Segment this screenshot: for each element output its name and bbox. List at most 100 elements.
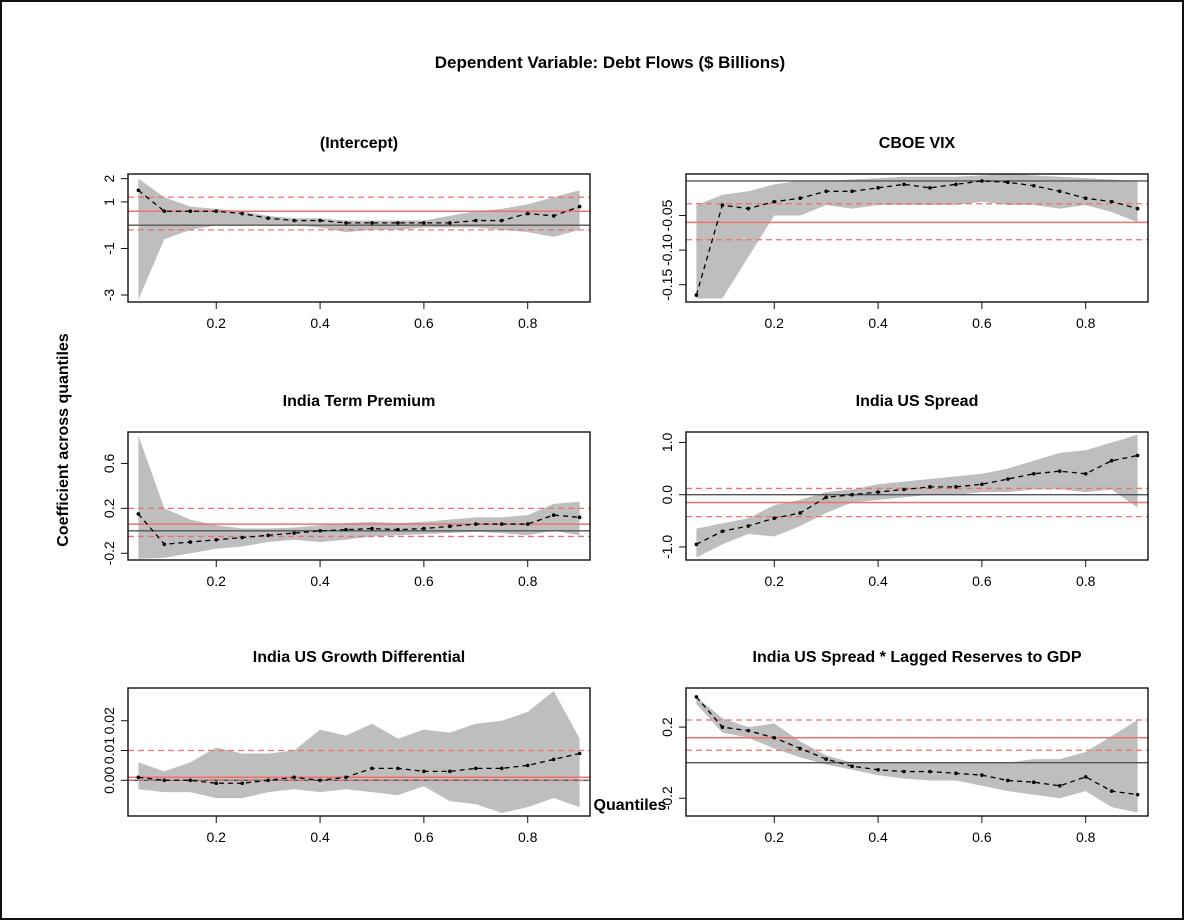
y-tick-label: 0.00 [101, 766, 117, 793]
x-tick-label: 0.6 [414, 315, 434, 331]
quantile-estimate-point [214, 537, 219, 542]
quantile-estimate-point [473, 522, 478, 526]
x-tick-label: 0.6 [972, 829, 992, 845]
x-tick-label: 0.4 [310, 315, 330, 331]
quantile-estimate-point [824, 495, 828, 500]
quantile-estimate-point [954, 771, 958, 776]
panel-title: India Term Premium [283, 393, 436, 410]
panel-6: India US Spread * Lagged Reserves to GDP… [659, 649, 1149, 845]
quantile-estimate-point [499, 218, 504, 223]
quantile-estimate-point [772, 735, 777, 740]
plot-area [686, 174, 1148, 299]
y-tick-label: 0.2 [659, 717, 675, 737]
quantile-estimate-line [138, 752, 580, 784]
quantile-estimate-point [162, 778, 167, 783]
quantile-estimate-point [1135, 792, 1140, 797]
quantile-estimate-point [876, 767, 880, 772]
quantile-estimate-point [422, 769, 426, 774]
quantile-estimate-point [1057, 469, 1062, 473]
quantile-estimate-point [266, 216, 270, 221]
panel-title: India US Spread * Lagged Reserves to GDP [753, 649, 1082, 666]
confidence-band [696, 434, 1138, 558]
panel-1: (Intercept) 0.2 0.4 0.6 0.8 2 1 -1 -3 [101, 135, 591, 331]
quantile-estimate-point [772, 199, 777, 204]
quantile-estimate-point [344, 775, 348, 780]
x-tick-label: 0.4 [310, 829, 330, 845]
quantile-estimate-point [798, 196, 803, 201]
y-tick-label: 0.02 [101, 707, 117, 734]
y-tick-label: 1.0 [659, 433, 675, 453]
panel-3: India Term Premium 0.2 0.4 0.6 0.8 0.6 0.2 -0.2 [101, 393, 591, 589]
quantile-estimate-point [422, 526, 426, 531]
quantile-estimate-point [1109, 789, 1114, 793]
panel-title: CBOE VIX [879, 135, 956, 152]
quantile-estimate-point [876, 490, 880, 494]
quantile-estimate-point [1057, 783, 1062, 788]
quantile-estimate-point [694, 695, 699, 699]
quantile-estimate-point [344, 221, 348, 225]
quantile-estimate-point [422, 221, 426, 225]
quantile-estimate-point [448, 221, 452, 225]
quantile-estimate-point [746, 206, 751, 211]
y-tick-label: 2 [101, 175, 117, 183]
confidence-band [138, 435, 580, 559]
figure-title: Dependent Variable: Debt Flows ($ Billio… [435, 53, 785, 72]
quantile-estimate-line [695, 696, 1138, 796]
confidence-band [138, 690, 580, 814]
quantile-estimate-point [928, 186, 932, 190]
quantile-estimate-point [162, 209, 167, 214]
panel-frame [127, 431, 591, 561]
quantile-estimate-point [240, 781, 245, 786]
y-tick-label: -0.15 [659, 269, 675, 301]
quantile-estimate-point [525, 211, 530, 216]
quantile-estimate-line [696, 454, 1138, 545]
quantile-estimate-point [473, 218, 478, 223]
x-tick-label: 0.8 [518, 829, 538, 845]
y-tick-label: -1.0 [659, 535, 675, 559]
quantile-estimate-point [902, 769, 906, 774]
quantile-estimate-point [746, 728, 751, 733]
quantile-estimate-point [954, 485, 958, 489]
x-axis-title: Quantiles [594, 797, 667, 814]
quantile-estimate-point [525, 522, 530, 526]
y-tick-label: 0.01 [101, 737, 117, 764]
quantile-estimate-point [188, 540, 193, 544]
quantile-estimate-point [1135, 206, 1140, 211]
x-tick-label: 0.6 [414, 573, 434, 589]
x-tick-label: 0.2 [207, 829, 227, 845]
quantile-estimate-point [499, 766, 504, 771]
x-tick-label: 0.2 [765, 829, 785, 845]
quantile-estimate-point [525, 763, 530, 768]
quantile-estimate-point [551, 214, 556, 218]
panel-frame [127, 173, 591, 303]
quantile-estimate-point [720, 203, 725, 207]
quantile-estimate-point [499, 522, 504, 526]
quantile-estimate-point [1135, 453, 1140, 458]
quantile-estimate-point [980, 773, 984, 777]
y-tick-label: -0.10 [659, 234, 675, 266]
y-tick-label: 0.6 [101, 453, 117, 473]
x-tick-label: 0.4 [310, 573, 330, 589]
quantile-estimate-point [1031, 780, 1036, 785]
quantile-estimate-point [473, 766, 478, 771]
y-axis-title: Coefficient across quantiles [55, 333, 72, 546]
quantile-estimate-point [1083, 196, 1088, 201]
x-tick-label: 0.2 [765, 573, 785, 589]
quantile-estimate-point [396, 221, 400, 225]
quantile-estimate-point [1031, 471, 1036, 476]
quantile-estimate-point [396, 766, 400, 771]
panel-frame [685, 173, 1149, 303]
quantile-estimate-point [318, 778, 322, 783]
quantile-estimate-point [902, 182, 906, 187]
quantile-estimate-line [137, 513, 580, 545]
quantile-estimate-point [772, 516, 777, 521]
quantile-estimate-point [318, 529, 322, 533]
quantile-estimate-point [292, 218, 296, 223]
quantile-estimate-line [137, 189, 580, 224]
panel-frame [127, 687, 591, 817]
y-tick-label: -0.2 [659, 786, 675, 810]
quantile-estimate-point [876, 186, 880, 190]
quantile-estimate-point [902, 487, 906, 492]
x-tick-label: 0.6 [972, 315, 992, 331]
